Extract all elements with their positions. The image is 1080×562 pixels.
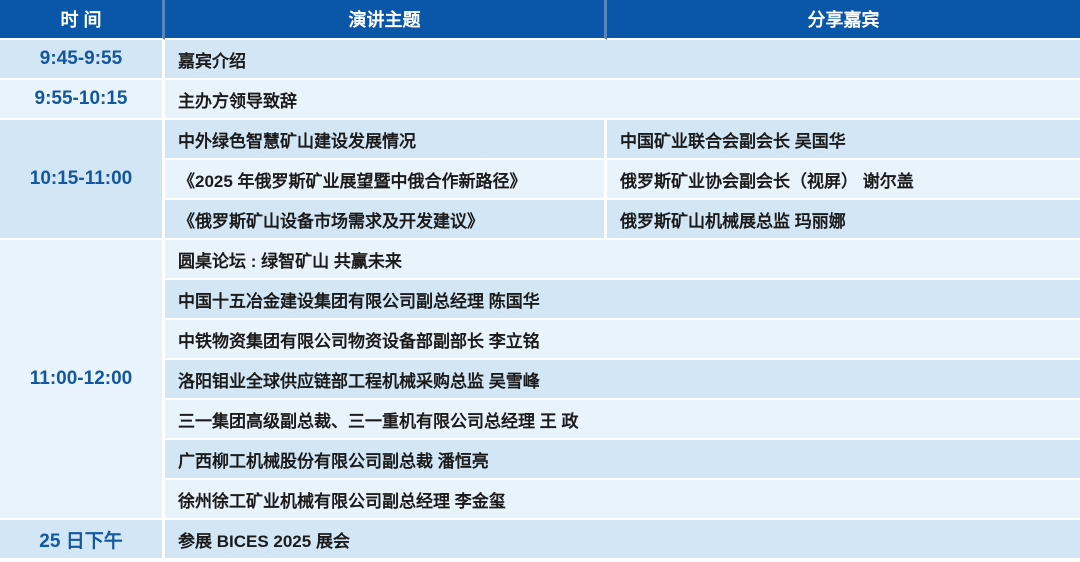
header-time: 时 间 bbox=[0, 0, 165, 40]
topic-cell: 嘉宾介绍 bbox=[165, 40, 1080, 80]
header-row: 时 间 演讲主题 分享嘉宾 bbox=[0, 0, 1080, 40]
topic-cell: 中国十五冶金建设集团有限公司副总经理 陈国华 bbox=[165, 280, 1080, 320]
table-row: 广西柳工机械股份有限公司副总裁 潘恒亮 bbox=[0, 440, 1080, 480]
table-row: 中国十五冶金建设集团有限公司副总经理 陈国华 bbox=[0, 280, 1080, 320]
table-row: 徐州徐工矿业机械有限公司副总经理 李金玺 bbox=[0, 480, 1080, 520]
topic-cell: 圆桌论坛 : 绿智矿山 共赢未来 bbox=[165, 240, 1080, 280]
table-row: 中铁物资集团有限公司物资设备部副部长 李立铭 bbox=[0, 320, 1080, 360]
table-row: 9:55-10:15 主办方领导致辞 bbox=[0, 80, 1080, 120]
topic-cell: 《俄罗斯矿山设备市场需求及开发建议》 bbox=[165, 200, 607, 240]
time-cell: 10:15-11:00 bbox=[0, 120, 165, 240]
table-row: 11:00-12:00 圆桌论坛 : 绿智矿山 共赢未来 bbox=[0, 240, 1080, 520]
header-topic: 演讲主题 bbox=[165, 0, 607, 40]
table-row: 《俄罗斯矿山设备市场需求及开发建议》 俄罗斯矿山机械展总监 玛丽娜 bbox=[0, 200, 1080, 240]
table-row: 《2025 年俄罗斯矿业展望暨中俄合作新路径》 俄罗斯矿业协会副会长（视屏） 谢… bbox=[0, 160, 1080, 200]
topic-cell: 中铁物资集团有限公司物资设备部副部长 李立铭 bbox=[165, 320, 1080, 360]
topic-cell: 参展 BICES 2025 展会 bbox=[165, 520, 1080, 560]
topic-cell: 洛阳钼业全球供应链部工程机械采购总监 吴雪峰 bbox=[165, 360, 1080, 400]
table-row: 9:45-9:55 嘉宾介绍 bbox=[0, 40, 1080, 80]
table-row: 三一集团高级副总裁、三一重机有限公司总经理 王 政 bbox=[0, 400, 1080, 440]
header-guest: 分享嘉宾 bbox=[607, 0, 1080, 40]
table-row: 10:15-11:00 中外绿色智慧矿山建设发展情况 中国矿业联合会副会长 吴国… bbox=[0, 120, 1080, 240]
table-row: 25 日下午 参展 BICES 2025 展会 bbox=[0, 520, 1080, 560]
topic-cell: 《2025 年俄罗斯矿业展望暨中俄合作新路径》 bbox=[165, 160, 607, 200]
topic-cell: 三一集团高级副总裁、三一重机有限公司总经理 王 政 bbox=[165, 400, 1080, 440]
time-cell: 9:55-10:15 bbox=[0, 80, 165, 120]
topic-cell: 徐州徐工矿业机械有限公司副总经理 李金玺 bbox=[165, 480, 1080, 520]
guest-cell: 俄罗斯矿山机械展总监 玛丽娜 bbox=[607, 200, 1080, 240]
topic-cell: 广西柳工机械股份有限公司副总裁 潘恒亮 bbox=[165, 440, 1080, 480]
table-row: 洛阳钼业全球供应链部工程机械采购总监 吴雪峰 bbox=[0, 360, 1080, 400]
guest-cell: 俄罗斯矿业协会副会长（视屏） 谢尔盖 bbox=[607, 160, 1080, 200]
time-cell: 25 日下午 bbox=[0, 520, 165, 560]
time-cell: 9:45-9:55 bbox=[0, 40, 165, 80]
topic-cell: 中外绿色智慧矿山建设发展情况 bbox=[165, 120, 607, 160]
topic-cell: 主办方领导致辞 bbox=[165, 80, 1080, 120]
time-cell: 11:00-12:00 bbox=[0, 240, 165, 520]
guest-cell: 中国矿业联合会副会长 吴国华 bbox=[607, 120, 1080, 160]
